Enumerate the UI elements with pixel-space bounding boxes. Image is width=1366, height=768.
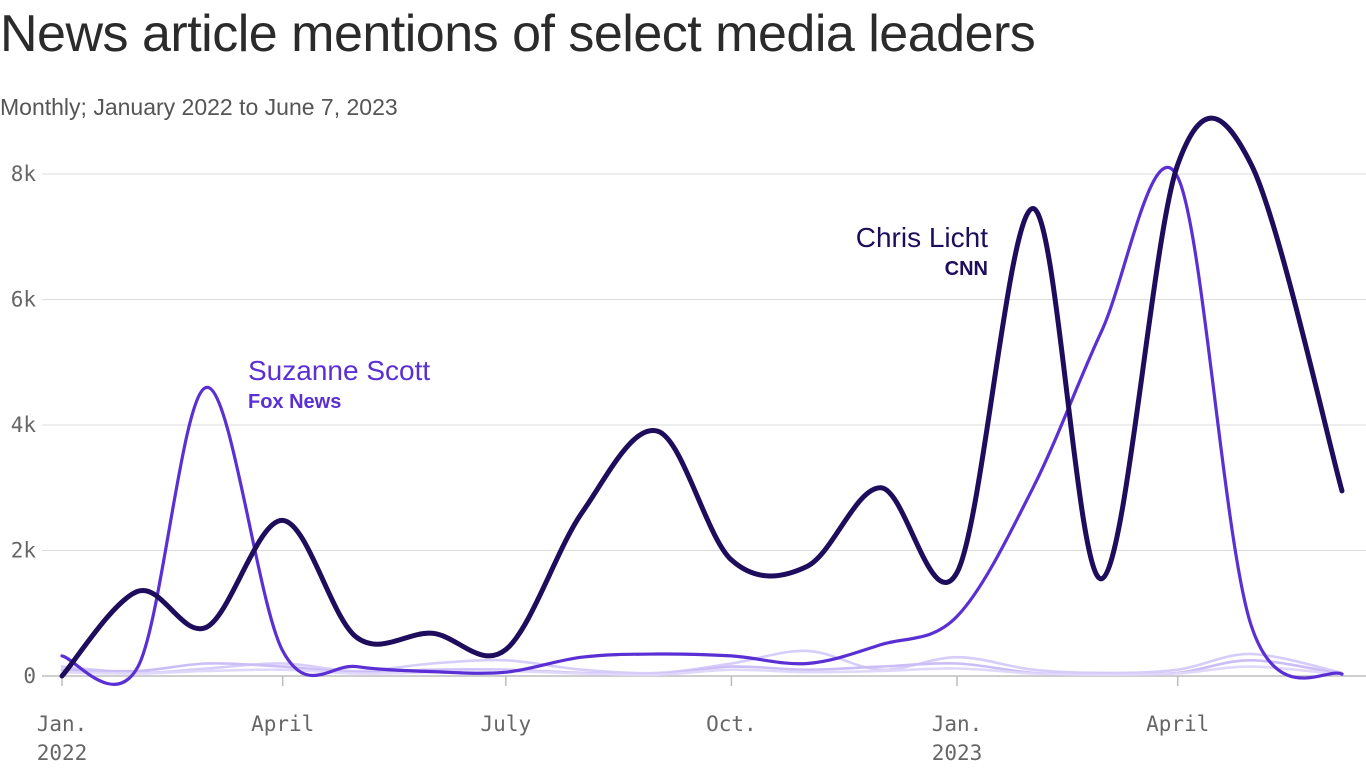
y-axis-ticks: 0 2k 4k 6k 8k — [11, 162, 37, 688]
x-tick-sublabel: 2022 — [37, 741, 88, 765]
series-line-other-4 — [60, 665, 1344, 677]
page-title: News article mentions of select media le… — [0, 5, 1036, 63]
x-tick-label: July — [481, 712, 532, 736]
y-tick-label: 0 — [23, 664, 36, 688]
series-labels: Chris Licht CNN Suzanne Scott Fox News — [248, 222, 988, 413]
series-network-chris-licht: CNN — [945, 258, 988, 280]
x-tick-label: Jan. — [932, 712, 983, 736]
series-lines — [59, 115, 1345, 686]
x-tick-label: April — [1146, 712, 1209, 736]
y-tick-label: 4k — [11, 413, 37, 437]
x-tick-label: April — [251, 712, 314, 736]
y-tick-label: 2k — [11, 539, 37, 563]
series-line-chris-licht — [59, 115, 1345, 679]
series-label-suzanne-scott: Suzanne Scott — [248, 355, 430, 386]
series-label-chris-licht: Chris Licht — [856, 222, 988, 253]
series-line-suzanne-scott — [60, 165, 1344, 686]
gridlines — [42, 173, 1366, 677]
subtitle: Monthly; January 2022 to June 7, 2023 — [0, 94, 398, 120]
y-tick-label: 6k — [11, 288, 37, 312]
x-tick-label: Oct. — [706, 712, 757, 736]
y-tick-label: 8k — [11, 162, 37, 186]
series-network-suzanne-scott: Fox News — [248, 391, 341, 413]
x-tick-sublabel: 2023 — [932, 741, 983, 765]
x-tick-label: Jan. — [37, 712, 88, 736]
x-axis-ticks: Jan. 2022 April July Oct. Jan. 2023 April — [37, 676, 1209, 765]
